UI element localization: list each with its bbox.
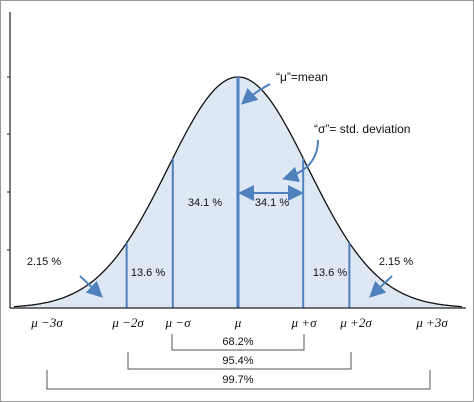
arrow — [369, 275, 393, 298]
area-label: 13.6 % — [131, 267, 165, 279]
arrow — [241, 83, 271, 105]
area-label: 2.15 % — [379, 256, 413, 268]
x-label: μ — [234, 315, 242, 330]
area-label: 13.6 % — [313, 267, 347, 279]
area-label: 2.15 % — [27, 256, 61, 268]
x-label: μ +3σ — [415, 315, 448, 330]
x-label: μ −3σ — [30, 315, 63, 330]
x-label: μ −σ — [165, 315, 192, 330]
mean-annotation: “μ”=mean — [276, 70, 328, 84]
brackets — [46, 334, 431, 390]
range-label: 99.7% — [222, 374, 253, 386]
range-label: 95.4% — [222, 355, 253, 367]
plot — [13, 76, 463, 308]
std-annotation: “σ”= std. deviation — [314, 122, 410, 136]
arrow — [79, 275, 103, 298]
x-label: μ +2σ — [339, 315, 372, 330]
area-label: 34.1 % — [188, 197, 222, 209]
range-label: 68.2% — [222, 336, 253, 348]
y-ticks — [7, 76, 10, 251]
area-label: 34.1 % — [255, 197, 289, 209]
x-label: μ +σ — [291, 315, 318, 330]
x-label: μ −2σ — [111, 315, 144, 330]
arrow — [282, 139, 319, 183]
